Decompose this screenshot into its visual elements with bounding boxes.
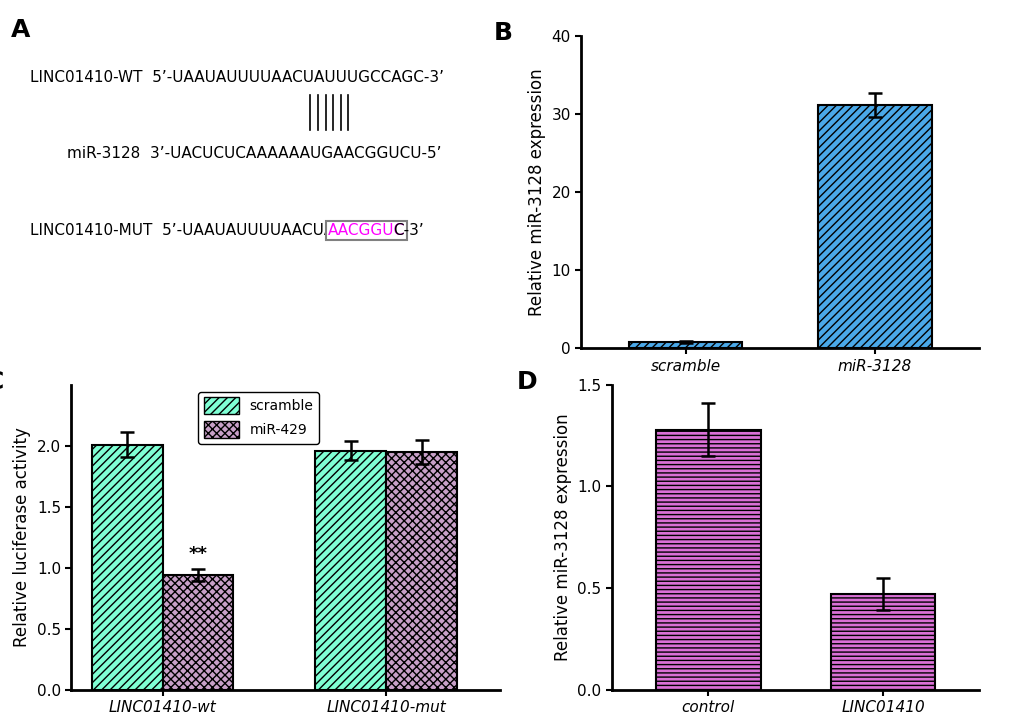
Text: AACGGUC: AACGGUC bbox=[328, 223, 405, 238]
Y-axis label: Relative luciferase activity: Relative luciferase activity bbox=[13, 428, 32, 647]
Text: A: A bbox=[11, 18, 31, 42]
Bar bbox=[386, 452, 457, 690]
Text: **: ** bbox=[189, 544, 207, 563]
Bar bbox=[92, 444, 162, 690]
Bar bbox=[162, 575, 233, 690]
Text: D: D bbox=[516, 370, 537, 393]
Y-axis label: Relative miR-3128 expression: Relative miR-3128 expression bbox=[553, 413, 572, 661]
Text: LINC01410-MUT  5’-UAAUAUUUUAACUAU: LINC01410-MUT 5’-UAAUAUUUUAACUAU bbox=[30, 223, 345, 238]
Text: C: C bbox=[0, 370, 4, 393]
Y-axis label: Relative miR-3128 expression: Relative miR-3128 expression bbox=[528, 68, 545, 317]
Bar bbox=[817, 105, 931, 348]
Text: LINC01410-WT  5’-UAAUAUUUUAACUAUUUGCCAGC-3’: LINC01410-WT 5’-UAAUAUUUUAACUAUUUGCCAGC-… bbox=[30, 70, 443, 85]
Text: B: B bbox=[493, 20, 513, 45]
Text: C-3’: C-3’ bbox=[393, 223, 424, 238]
Text: miR-3128  3’-UACUCUCAAAAAAUGAACGGUCU-5’: miR-3128 3’-UACUCUCAAAAAAUGAACGGUCU-5’ bbox=[67, 147, 441, 161]
Legend: scramble, miR-429: scramble, miR-429 bbox=[198, 392, 319, 444]
Bar bbox=[829, 594, 934, 690]
Bar bbox=[315, 451, 386, 690]
Bar bbox=[628, 342, 742, 348]
Bar bbox=[655, 430, 760, 690]
